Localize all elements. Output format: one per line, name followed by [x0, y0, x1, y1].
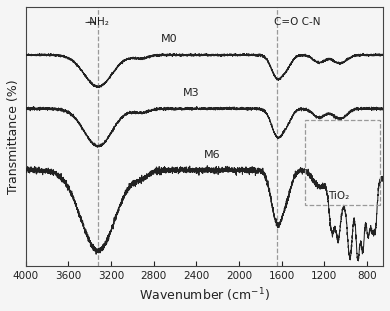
Text: M0: M0	[161, 35, 178, 44]
Text: –NH₂: –NH₂	[84, 17, 109, 27]
Text: M3: M3	[183, 88, 199, 98]
Bar	[305, 120, 380, 205]
Text: C=O C-N: C=O C-N	[274, 17, 321, 27]
Text: TiO₂: TiO₂	[328, 191, 349, 201]
X-axis label: Wavenumber (cm$^{-1}$): Wavenumber (cm$^{-1}$)	[139, 286, 270, 304]
Text: M6: M6	[204, 150, 221, 160]
Y-axis label: Transmittance (%): Transmittance (%)	[7, 79, 20, 194]
